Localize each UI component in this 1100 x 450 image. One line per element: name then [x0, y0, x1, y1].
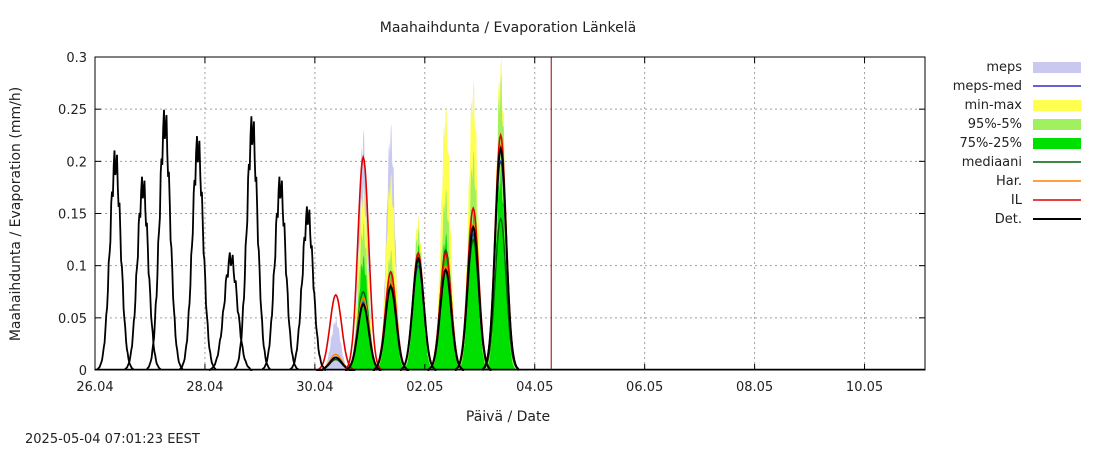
p75-25-band: [402, 244, 434, 370]
det-line: [400, 256, 437, 371]
legend-swatch-p75-25: [1033, 138, 1081, 149]
legend-swatch-min-max: [1033, 100, 1081, 111]
x-tick-label: 28.04: [186, 380, 223, 395]
il-line: [344, 154, 383, 371]
observed-line: [178, 136, 217, 371]
y-tick-label: 0.15: [58, 208, 87, 223]
legend-label-min-max: min-max: [964, 98, 1022, 113]
det-line: [427, 267, 464, 371]
y-tick-label: 0.1: [66, 260, 87, 275]
observed-line: [123, 176, 162, 371]
p75-25-band: [430, 233, 462, 370]
legend-label-il: IL: [1011, 193, 1023, 208]
det-line: [481, 145, 520, 371]
x-tick-label: 06.05: [626, 380, 663, 395]
y-tick-label: 0: [79, 364, 87, 379]
y-tick-label: 0.25: [58, 103, 87, 118]
x-tick-label: 26.04: [76, 380, 113, 395]
chart-title: Maahaihdunta / Evaporation Länkelä: [380, 20, 636, 36]
legend-label-det: Det.: [995, 212, 1022, 227]
plot-frame: [94, 56, 926, 371]
observed-line: [145, 109, 184, 371]
legend-swatch-meps: [1033, 62, 1081, 73]
x-tick-label: 10.05: [846, 380, 883, 395]
legend-label-p75-25: 75%-25%: [960, 136, 1022, 151]
x-tick-label: 02.05: [406, 380, 443, 395]
meps-band: [320, 318, 352, 370]
observed-line: [233, 116, 272, 371]
x-tick-label: 08.05: [736, 380, 773, 395]
p75-25-band: [485, 167, 517, 370]
legend-label-meps-med: meps-med: [953, 79, 1022, 94]
p75-25-band: [375, 271, 407, 370]
legend-label-meps: meps: [986, 60, 1022, 75]
y-axis-label: Maahaihdunta / Evaporation (mm/h): [8, 87, 24, 341]
legend: meps meps-med min-max 95%-5% 75%-25% mediaani…: [953, 60, 1081, 227]
x-tick-label: 04.05: [516, 380, 553, 395]
det-line: [455, 224, 492, 371]
y-tick-label: 0.2: [66, 155, 87, 170]
legend-swatch-p95-5: [1033, 119, 1081, 130]
det-line: [372, 284, 409, 371]
y-tick-label: 0.05: [58, 312, 87, 327]
legend-label-har: Har.: [996, 174, 1022, 189]
det-line: [345, 302, 382, 371]
observed-line: [288, 206, 326, 371]
plot-area: [95, 57, 925, 371]
observed-line: [96, 150, 135, 371]
axes: 0 0.05 0.1 0.15 0.2 0.25 0.3 26.04 28.04 30.04 02.…: [58, 51, 926, 395]
legend-label-mediaani: mediaani: [962, 155, 1022, 170]
legend-label-p95-5: 95%-5%: [968, 117, 1022, 132]
observed-line: [209, 252, 253, 371]
y-tick-label: 0.3: [66, 51, 87, 66]
p75-25-band: [347, 255, 379, 370]
x-axis-label: Päivä / Date: [466, 409, 550, 425]
p75-25-band: [457, 211, 489, 370]
x-tick-label: 30.04: [296, 380, 333, 395]
timestamp: 2025-05-04 07:01:23 EEST: [25, 432, 200, 447]
observed-line: [261, 176, 300, 371]
